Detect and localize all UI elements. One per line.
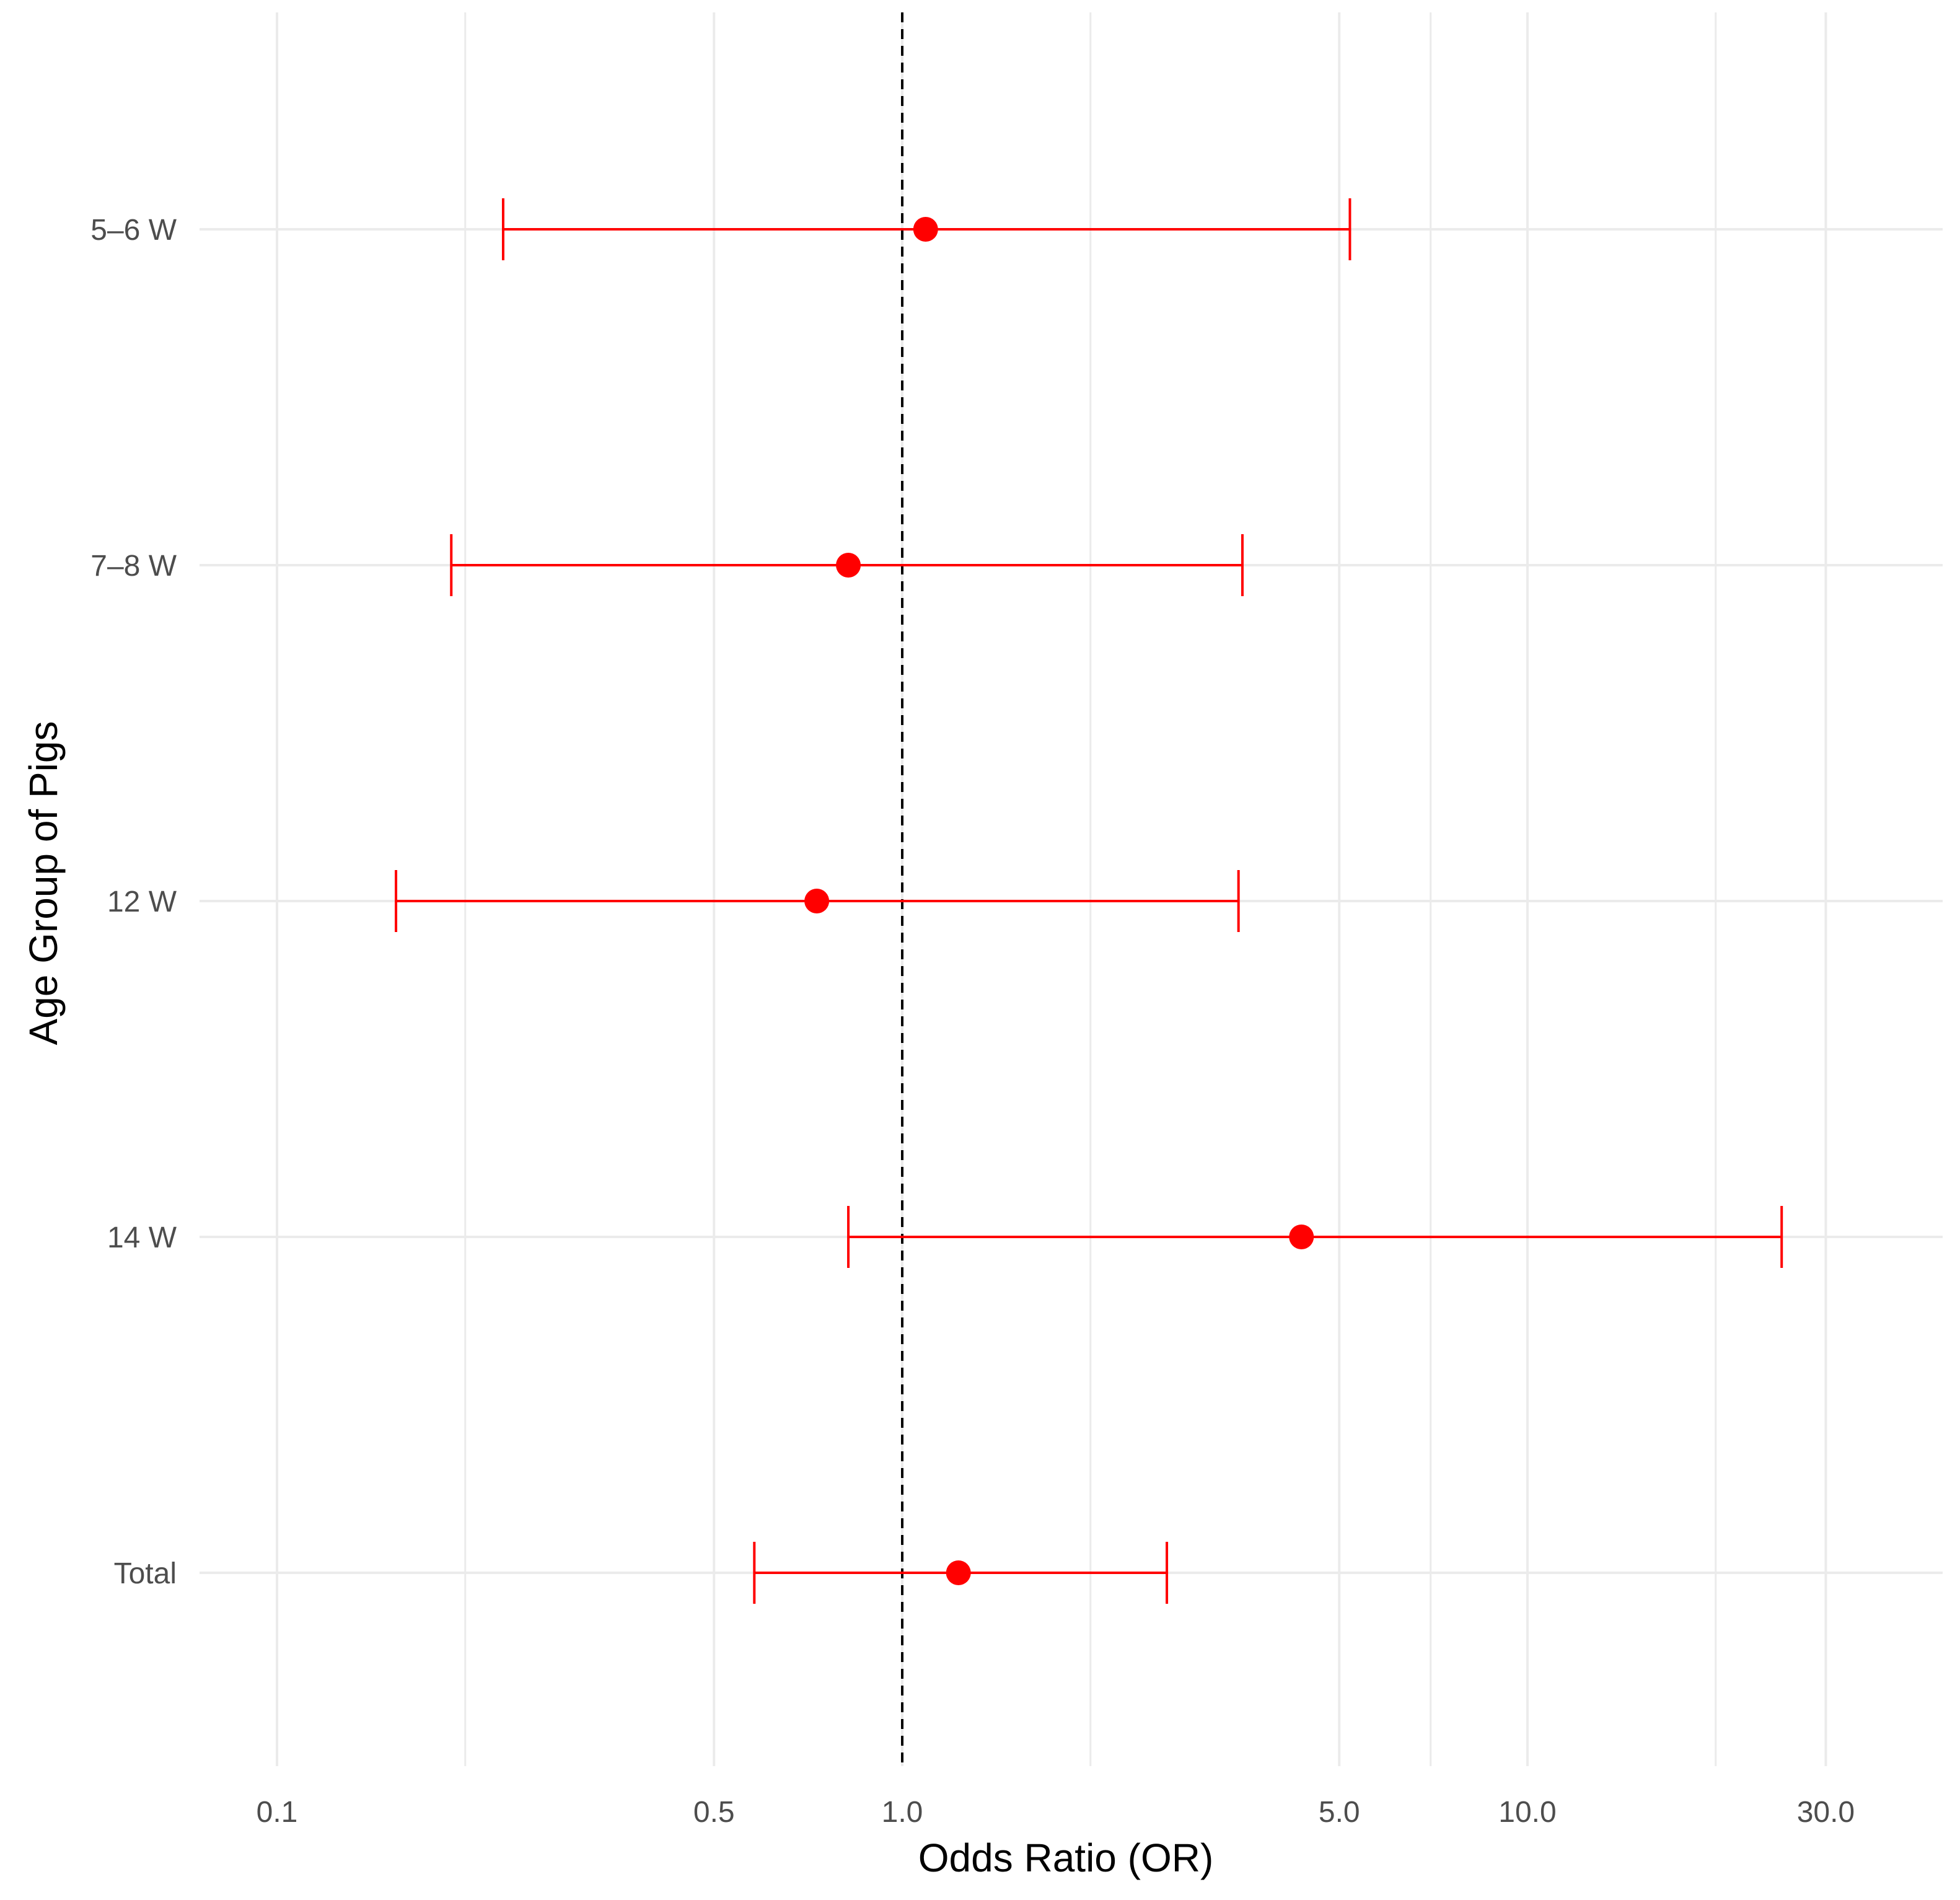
x-axis-tick-labels: 0.1 0.5 1.0 5.0 10.0 30.0 [257,1796,1855,1829]
data-marks [395,198,1783,1604]
y-tick-label: 7–8 W [90,550,177,583]
x-tick-label: 0.1 [257,1796,298,1829]
x-axis-title: Odds Ratio (OR) [918,1836,1214,1880]
x-tick-label: 1.0 [882,1796,923,1829]
gridlines [200,12,1943,1766]
odds-ratio-point [804,889,830,913]
y-tick-label: 14 W [107,1221,177,1254]
odds-ratio-point [836,553,861,578]
x-tick-label: 0.5 [693,1796,735,1829]
odds-ratio-point [913,217,938,242]
x-tick-label: 30.0 [1797,1796,1855,1829]
y-axis-title: Age Group of Pigs [21,721,66,1045]
y-tick-label: Total [114,1557,177,1590]
y-axis-tick-labels: 5–6 W 7–8 W 12 W 14 W Total [90,214,177,1590]
odds-ratio-point [1289,1225,1314,1249]
x-tick-label: 10.0 [1498,1796,1556,1829]
y-tick-label: 5–6 W [90,214,177,247]
y-tick-label: 12 W [107,886,177,918]
odds-ratio-point [946,1560,971,1585]
x-tick-label: 5.0 [1319,1796,1360,1829]
